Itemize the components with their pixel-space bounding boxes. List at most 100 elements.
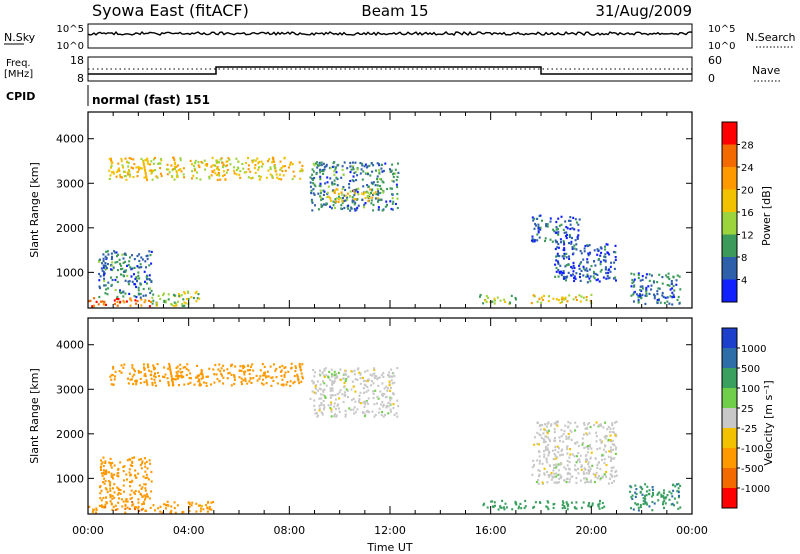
power-cell — [361, 164, 364, 167]
velocity-cell — [524, 499, 527, 503]
velocity-cell — [570, 430, 573, 433]
velocity-cell — [321, 371, 324, 374]
power-cell — [563, 231, 566, 234]
power-cell — [337, 163, 340, 167]
power-cell — [673, 289, 676, 292]
velocity-cell — [537, 450, 540, 453]
velocity-cell — [276, 382, 279, 385]
velocity-cell — [330, 410, 333, 413]
power-cell — [571, 236, 573, 240]
velocity-cell — [368, 411, 371, 414]
power-cell — [607, 271, 610, 274]
power-cell — [344, 188, 347, 192]
velocity-cell — [113, 491, 116, 494]
velocity-cell — [518, 505, 521, 508]
power-cell — [193, 167, 196, 170]
velocity-cell — [532, 459, 535, 462]
velocity-cell — [543, 450, 545, 453]
velocity-cell — [634, 491, 637, 494]
velocity-cell — [246, 369, 249, 372]
power-cell — [113, 299, 116, 302]
power-cell — [316, 166, 319, 169]
velocity-cell — [102, 465, 105, 468]
velocity-cell — [571, 453, 574, 456]
power-cell — [172, 293, 175, 296]
velocity-cell — [145, 379, 148, 382]
velocity-cell — [363, 415, 366, 418]
power-cell — [143, 270, 146, 273]
power-cell — [374, 197, 377, 200]
velocity-cell — [290, 362, 293, 365]
power-cell — [586, 275, 589, 278]
power-cell — [233, 169, 235, 172]
power-cell — [219, 158, 222, 161]
power-cell — [139, 283, 142, 286]
velocity-cell — [123, 363, 126, 366]
velocity-cell — [240, 377, 243, 380]
velocity-cell — [609, 439, 612, 442]
power-cell — [596, 278, 599, 281]
velocity-cell — [538, 474, 540, 478]
power-cell — [124, 279, 127, 282]
power-cell — [316, 161, 318, 164]
power-cell — [368, 193, 371, 196]
power-cell — [561, 296, 564, 299]
power-cell — [279, 168, 282, 171]
velocity-cell — [233, 376, 236, 379]
power-cell — [337, 200, 340, 203]
velocity-cell — [605, 475, 608, 478]
velocity-cell — [329, 389, 332, 392]
velocity-colorbar-tick: -1000 — [741, 484, 770, 495]
power-cell — [91, 305, 94, 308]
power-cell — [175, 302, 178, 305]
velocity-cell — [389, 399, 392, 402]
power-cell — [221, 161, 224, 165]
power-cell — [555, 228, 558, 231]
power-cell — [386, 204, 388, 207]
power-cell — [126, 264, 128, 267]
power-cell — [107, 253, 110, 256]
velocity-cell — [511, 508, 514, 511]
power-cell — [343, 161, 346, 164]
velocity-cell — [366, 380, 369, 383]
power-cell — [167, 168, 170, 171]
velocity-cell — [568, 436, 571, 439]
velocity-cell — [605, 470, 608, 474]
power-cell — [265, 176, 268, 179]
power-cell — [599, 260, 602, 263]
velocity-cell — [566, 464, 569, 467]
power-cell — [218, 161, 220, 164]
velocity-cell — [644, 498, 647, 501]
power-cell — [335, 200, 337, 203]
velocity-cell — [126, 500, 129, 503]
power-cell — [367, 185, 370, 189]
velocity-cell — [350, 388, 353, 391]
velocity-colorbar-tick: -25 — [741, 424, 757, 435]
power-cell — [120, 273, 122, 276]
velocity-cell — [195, 510, 198, 513]
velocity-cell — [318, 373, 321, 376]
power-cell — [565, 231, 568, 234]
power-cell — [146, 160, 149, 163]
velocity-cell — [256, 379, 259, 382]
power-cell — [503, 298, 506, 301]
power-cell — [332, 165, 335, 168]
power-cell — [539, 228, 542, 231]
velocity-cell — [104, 460, 107, 463]
velocity-cell — [596, 466, 599, 469]
velocity-cell — [260, 382, 263, 385]
power-cell — [504, 300, 507, 303]
power-cell — [101, 300, 104, 303]
velocity-cell — [104, 503, 107, 506]
velocity-cell — [605, 463, 608, 467]
power-cell — [370, 191, 372, 194]
power-cell — [673, 295, 676, 298]
velocity-cell — [555, 421, 558, 425]
velocity-cell — [104, 471, 107, 474]
velocity-cell — [367, 397, 370, 400]
power-cell — [194, 161, 197, 165]
power-cell — [182, 173, 185, 176]
power-cell — [350, 207, 353, 210]
freq-tick-top: 18 — [70, 54, 84, 67]
velocity-cell — [111, 508, 114, 511]
